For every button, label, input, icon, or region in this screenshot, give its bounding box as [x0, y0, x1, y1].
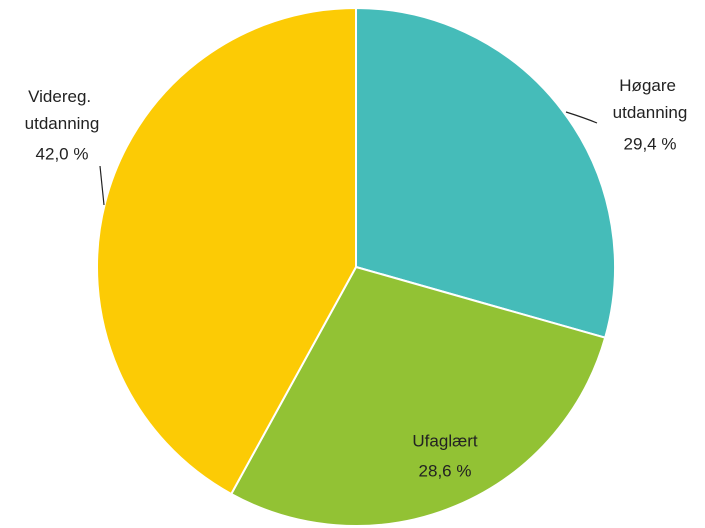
pie-slice: [355, 6, 616, 339]
value-label: 28,6 %: [419, 461, 472, 480]
category-label: Ufaglært: [412, 431, 477, 450]
leader-line: [99, 165, 105, 206]
category-label: Videreg. utdanning: [25, 87, 100, 133]
value-label: 29,4 %: [624, 134, 677, 153]
leader-line: [565, 111, 598, 124]
value-label: 42,0 %: [36, 144, 89, 163]
category-label: Høgare utdanning: [613, 76, 688, 122]
slices: [96, 6, 616, 527]
pie-slice: [229, 265, 607, 527]
pie-slice: [96, 6, 357, 496]
